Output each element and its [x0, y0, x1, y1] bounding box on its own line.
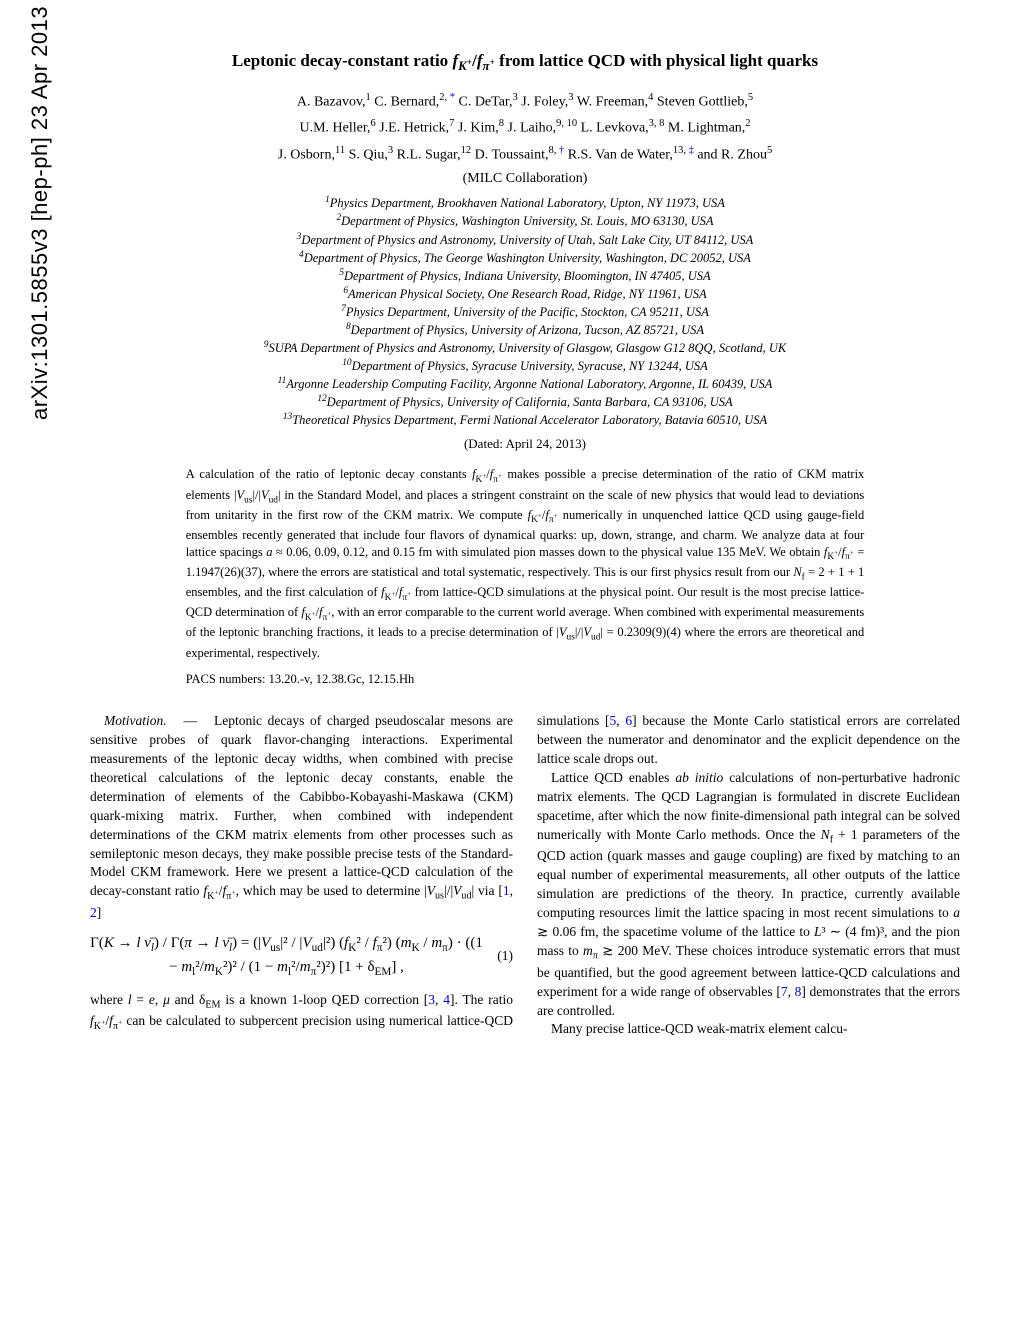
affiliation-line: 10Department of Physics, Syracuse Univer…: [90, 357, 960, 375]
affiliation-line: 1Physics Department, Brookhaven National…: [90, 194, 960, 212]
affiliation-line: 5Department of Physics, Indiana Universi…: [90, 267, 960, 285]
affiliations: 1Physics Department, Brookhaven National…: [90, 194, 960, 428]
pacs-numbers: PACS numbers: 13.20.-v, 12.38.Gc, 12.15.…: [186, 671, 865, 688]
authors-line-3: J. Osborn,11 S. Qiu,3 R.L. Sugar,12 D. T…: [90, 143, 960, 166]
affiliation-line: 4Department of Physics, The George Washi…: [90, 249, 960, 267]
body-paragraph-4: Many precise lattice-QCD weak-matrix ele…: [537, 1020, 960, 1039]
authors-line-1: A. Bazavov,1 C. Bernard,2, * C. DeTar,3 …: [90, 90, 960, 113]
authors-line-2: U.M. Heller,6 J.E. Hetrick,7 J. Kim,8 J.…: [90, 116, 960, 139]
motivation-paragraph: Motivation. — Leptonic decays of charged…: [90, 712, 513, 923]
affiliation-line: 6American Physical Society, One Research…: [90, 285, 960, 303]
date-line: (Dated: April 24, 2013): [90, 435, 960, 453]
affiliation-line: 3Department of Physics and Astronomy, Un…: [90, 231, 960, 249]
equation-1-body: Γ(K → l ν̄l) / Γ(π → l ν̄l) = (|Vus|² / …: [90, 933, 483, 981]
affiliation-line: 13Theoretical Physics Department, Fermi …: [90, 411, 960, 429]
affiliation-line: 2Department of Physics, Washington Unive…: [90, 212, 960, 230]
arxiv-identifier: arXiv:1301.5855v3 [hep-ph] 23 Apr 2013: [25, 6, 55, 420]
abstract: A calculation of the ratio of leptonic d…: [186, 466, 865, 661]
collaboration: (MILC Collaboration): [90, 170, 960, 189]
affiliation-line: 12Department of Physics, University of C…: [90, 393, 960, 411]
affiliation-line: 8Department of Physics, University of Ar…: [90, 321, 960, 339]
equation-1-number: (1): [483, 947, 513, 966]
body-paragraph-3: Lattice QCD enables ab initio calculatio…: [537, 769, 960, 1021]
affiliation-line: 9SUPA Department of Physics and Astronom…: [90, 339, 960, 357]
affiliation-line: 11Argonne Leadership Computing Facility,…: [90, 375, 960, 393]
paper-title: Leptonic decay-constant ratio fK+/fπ+ fr…: [90, 50, 960, 76]
equation-1: Γ(K → l ν̄l) / Γ(π → l ν̄l) = (|Vus|² / …: [90, 933, 513, 981]
body-columns: Motivation. — Leptonic decays of charged…: [90, 712, 960, 1039]
affiliation-line: 7Physics Department, University of the P…: [90, 303, 960, 321]
